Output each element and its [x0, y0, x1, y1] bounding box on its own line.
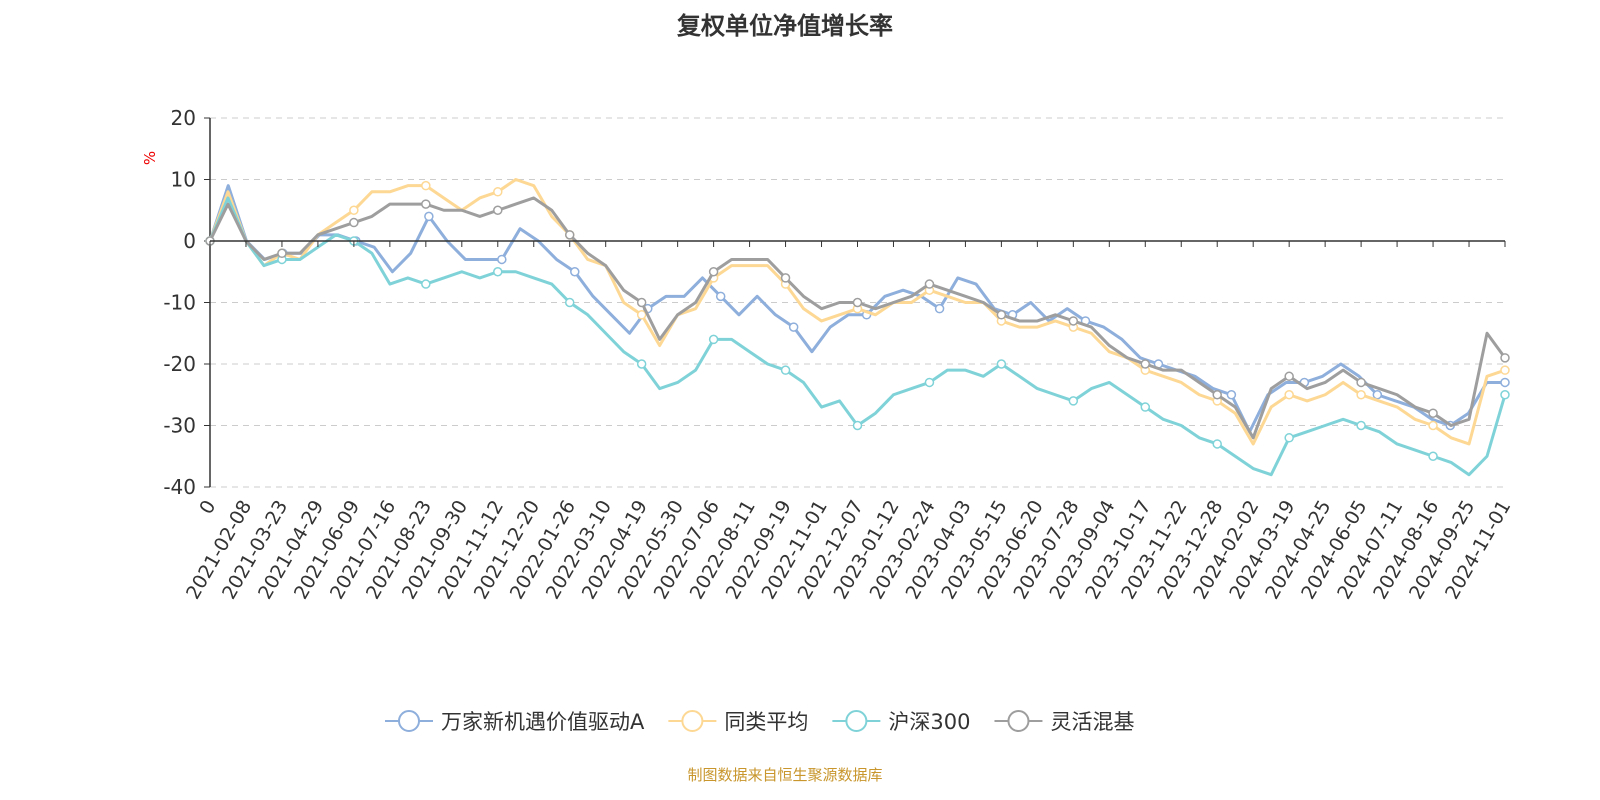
- data-point: [493, 187, 503, 197]
- y-tick-label: -10: [163, 291, 196, 315]
- series-line-0: [208, 184, 1505, 434]
- data-point: [1140, 359, 1151, 369]
- series-line-3: [208, 196, 1507, 440]
- source-note: 制图数据来自恒生聚源数据库: [687, 766, 883, 784]
- legend-item[interactable]: 沪深300: [832, 710, 970, 734]
- data-point: [1140, 402, 1151, 412]
- data-point: [564, 297, 575, 308]
- chart-title: 复权单位净值增长率: [677, 12, 893, 40]
- data-point: [636, 359, 647, 369]
- data-point: [424, 211, 434, 222]
- x-tick-label: 0: [195, 497, 220, 518]
- data-point: [924, 279, 935, 289]
- legend-circle-icon: [845, 710, 868, 732]
- legend-circle-icon: [1007, 710, 1030, 732]
- data-point: [349, 205, 359, 215]
- data-point: [1500, 390, 1510, 400]
- y-tick-label: 0: [183, 229, 196, 253]
- data-point: [788, 322, 799, 332]
- legend-label: 沪深300: [888, 710, 970, 734]
- data-point: [1428, 420, 1438, 431]
- data-point: [708, 334, 719, 345]
- data-point: [636, 310, 647, 320]
- y-tick-label: 10: [171, 168, 196, 192]
- data-point: [996, 359, 1007, 369]
- data-point: [715, 291, 726, 302]
- data-point: [934, 303, 945, 314]
- data-point: [493, 267, 503, 277]
- y-tick-label: -40: [163, 475, 196, 499]
- data-point: [570, 267, 580, 277]
- data-point: [1428, 451, 1438, 461]
- data-point: [277, 248, 287, 259]
- data-point: [1068, 316, 1079, 326]
- data-point: [852, 297, 863, 308]
- data-point: [349, 217, 359, 228]
- data-point: [780, 365, 791, 375]
- legend-item[interactable]: 万家新机遇价值驱动A: [385, 710, 645, 734]
- data-point: [708, 267, 719, 277]
- data-point: [421, 180, 431, 191]
- data-point: [564, 230, 575, 240]
- data-point: [1500, 377, 1510, 388]
- y-tick-label: 20: [171, 106, 196, 130]
- data-point: [780, 273, 791, 283]
- y-axis-label: %: [141, 151, 159, 165]
- legend-label: 同类平均: [724, 710, 808, 734]
- legend-item[interactable]: 灵活混基: [994, 710, 1134, 734]
- data-point: [1500, 365, 1510, 375]
- series-line-2: [208, 196, 1507, 477]
- data-point: [1428, 408, 1438, 418]
- data-point: [493, 205, 503, 215]
- legend-circle-icon: [398, 710, 420, 732]
- data-point: [1212, 439, 1222, 449]
- legend-item[interactable]: 同类平均: [668, 710, 808, 734]
- data-point: [1356, 390, 1366, 400]
- data-point: [1212, 390, 1222, 400]
- y-tick-label: -30: [163, 414, 196, 438]
- data-point: [1356, 377, 1366, 388]
- data-point: [996, 310, 1007, 320]
- data-point: [1284, 433, 1294, 443]
- data-point: [1284, 390, 1294, 400]
- legend-label: 灵活混基: [1050, 710, 1134, 734]
- data-point: [1356, 420, 1366, 431]
- data-point: [421, 279, 431, 289]
- y-tick-label: -20: [163, 352, 196, 376]
- legend-circle-icon: [681, 710, 704, 732]
- data-point: [1226, 390, 1237, 400]
- data-point: [1284, 371, 1294, 382]
- data-point: [1372, 390, 1383, 400]
- data-point: [1068, 396, 1079, 406]
- data-point: [497, 254, 507, 265]
- legend-label: 万家新机遇价值驱动A: [441, 710, 645, 734]
- data-point: [636, 297, 647, 308]
- data-point: [421, 199, 431, 209]
- data-point: [852, 420, 863, 431]
- data-point: [1500, 353, 1510, 363]
- data-point: [924, 377, 935, 388]
